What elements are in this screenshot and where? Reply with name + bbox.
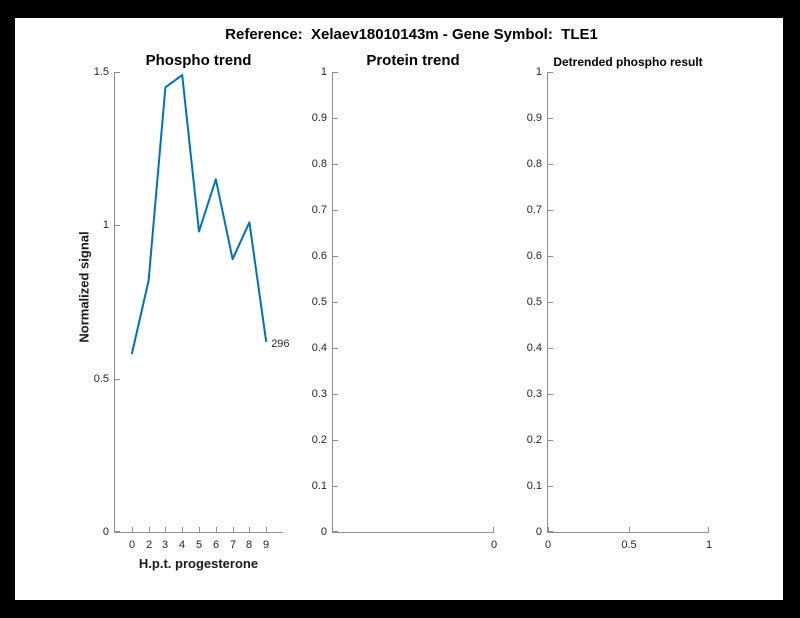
trend-polyline <box>130 74 268 355</box>
y-tick-label: 0.2 <box>311 434 327 446</box>
y-tick-label: 1 <box>535 66 542 78</box>
x-tick-mark <box>629 527 630 532</box>
x-tick-label: 0 <box>128 539 136 551</box>
figure-title: Reference: Xelaev18010143m - Gene Symbol… <box>225 26 598 43</box>
y-tick-label: 0.4 <box>311 342 327 354</box>
y-tick-mark <box>115 72 120 73</box>
y-tick-mark <box>333 164 338 165</box>
x-tick-label: 2 <box>145 539 153 551</box>
y-tick-mark <box>333 210 338 211</box>
x-tick-mark <box>233 527 234 532</box>
x-tick-mark <box>132 527 133 532</box>
y-tick-mark <box>333 531 338 532</box>
x-tick-mark <box>493 527 494 532</box>
trend-line <box>130 74 268 355</box>
y-tick-mark <box>548 302 553 303</box>
x-tick-mark <box>199 527 200 532</box>
y-tick-mark <box>548 440 553 441</box>
plot-detrended-phospho-result: Detrended phospho result 0 0.1 0.2 0.3 0.4 0.… <box>527 55 712 551</box>
figure-canvas: Reference: Xelaev18010143m - Gene Symbol… <box>15 18 783 600</box>
x-tick-mark <box>266 527 267 532</box>
y-tick-mark <box>333 486 338 487</box>
plot-title: Phospho trend <box>145 52 252 69</box>
x-tick-mark <box>216 527 217 532</box>
y-tick-label: 0.7 <box>526 204 542 216</box>
y-tick-label: 0.6 <box>311 250 327 262</box>
x-tick-label: 3 <box>161 539 169 551</box>
y-tick-mark <box>548 210 553 211</box>
y-tick-label: 1 <box>320 66 327 78</box>
x-tick-label: 5 <box>195 539 203 551</box>
y-tick-label: 0.1 <box>526 480 542 492</box>
x-tick-mark <box>708 527 709 532</box>
plot-phospho-trend: Phospho trend Normalized signal H.p.t. p… <box>77 52 290 571</box>
y-tick-label: 0.8 <box>526 158 542 170</box>
plot-title: Protein trend <box>366 52 460 69</box>
y-tick-label: 0.3 <box>311 388 327 400</box>
x-tick-label: 1 <box>705 539 713 551</box>
y-tick-label: 0.9 <box>311 112 327 124</box>
plot-protein-trend: Protein trend 0 0.1 0.2 0.3 0.4 0.5 0.6 0.7 0.8 0… <box>312 52 497 551</box>
y-tick-mark <box>548 164 553 165</box>
x-tick-label: 9 <box>262 539 270 551</box>
y-tick-mark <box>548 72 553 73</box>
y-tick-mark <box>115 225 120 226</box>
y-tick-mark <box>333 440 338 441</box>
x-tick-label: 0.5 <box>621 539 637 551</box>
y-tick-label: 0.9 <box>526 112 542 124</box>
x-tick-label: 4 <box>178 539 186 551</box>
y-tick-mark <box>548 348 553 349</box>
x-tick-mark <box>182 527 183 532</box>
y-tick-label: 1.5 <box>93 66 109 78</box>
point-annotation: 296 <box>271 337 290 350</box>
y-tick-mark <box>333 302 338 303</box>
y-tick-label: 0 <box>320 526 327 538</box>
x-tick-mark <box>149 527 150 532</box>
x-tick-mark <box>165 527 166 532</box>
y-tick-mark <box>333 256 338 257</box>
y-tick-mark <box>333 348 338 349</box>
y-tick-label: 0.4 <box>526 342 542 354</box>
y-tick-label: 0.6 <box>526 250 542 262</box>
y-tick-label: 0.5 <box>311 296 327 308</box>
y-tick-label: 0.1 <box>311 480 327 492</box>
y-tick-mark <box>115 531 120 532</box>
y-tick-mark <box>115 379 120 380</box>
axes: 0 0.1 0.2 0.3 0.4 0.5 0.6 0.7 0.8 0.9 1 0 0.5 1 <box>527 66 712 551</box>
x-tick-label: 0 <box>490 539 498 551</box>
x-tick-label: 8 <box>245 539 253 551</box>
y-axis-label: Normalized signal <box>76 231 92 343</box>
y-tick-label: 0.5 <box>526 296 542 308</box>
y-tick-mark <box>548 531 553 532</box>
y-tick-mark <box>333 72 338 73</box>
y-tick-label: 1 <box>102 219 109 231</box>
y-tick-label: 0.3 <box>526 388 542 400</box>
y-tick-label: 0.5 <box>93 373 109 385</box>
y-tick-label: 0.7 <box>311 204 327 216</box>
y-tick-mark <box>548 394 553 395</box>
plot-title: Detrended phospho result <box>553 55 703 69</box>
y-tick-label: 0 <box>102 526 109 538</box>
y-tick-label: 0 <box>535 526 542 538</box>
axes: 0 0.5 1 1.5 0 2 3 4 5 6 7 8 9 296 <box>94 66 290 551</box>
x-tick-mark <box>548 527 549 532</box>
y-tick-mark <box>548 256 553 257</box>
x-tick-label: 7 <box>229 539 237 551</box>
x-tick-label: 6 <box>212 539 220 551</box>
y-tick-mark <box>333 394 338 395</box>
y-tick-label: 0.8 <box>311 158 327 170</box>
x-tick-label: 0 <box>544 539 552 551</box>
y-tick-mark <box>548 486 553 487</box>
x-tick-mark <box>249 527 250 532</box>
x-axis-label: H.p.t. progesterone <box>138 556 259 571</box>
y-tick-label: 0.2 <box>526 434 542 446</box>
axes: 0 0.1 0.2 0.3 0.4 0.5 0.6 0.7 0.8 0.9 1 0 <box>312 66 497 551</box>
y-tick-mark <box>548 118 553 119</box>
y-tick-mark <box>333 118 338 119</box>
